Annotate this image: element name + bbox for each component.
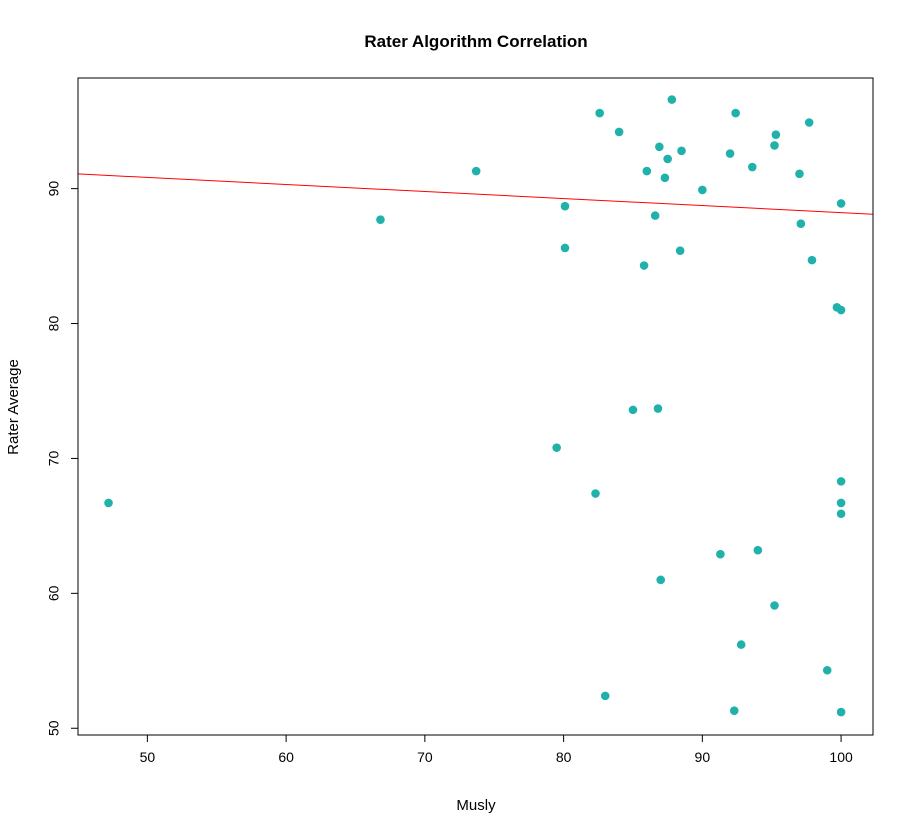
data-point (747, 162, 757, 172)
data-point (807, 255, 817, 265)
data-point (675, 246, 685, 255)
x-tick-label: 80 (556, 749, 572, 765)
regression-line (78, 173, 873, 215)
data-point (725, 149, 735, 158)
data-point (667, 95, 677, 104)
x-axis-label: Musly (456, 797, 496, 814)
y-tick-label: 70 (46, 450, 62, 466)
data-point (736, 640, 746, 649)
data-point (104, 498, 113, 508)
data-point (677, 146, 686, 156)
data-point (655, 142, 664, 152)
data-point (656, 575, 666, 585)
y-tick-label: 80 (46, 316, 62, 332)
data-point (642, 166, 652, 176)
data-point (804, 118, 814, 127)
data-point (795, 169, 804, 179)
data-point (822, 665, 832, 675)
data-point (595, 108, 604, 118)
data-point (836, 477, 846, 486)
data-point (471, 166, 481, 176)
data-point (836, 305, 846, 315)
data-point (770, 141, 779, 150)
data-point (796, 219, 806, 229)
chart-title: Rater Algorithm Correlation (364, 32, 587, 51)
data-point (660, 173, 670, 183)
data-point (591, 489, 600, 498)
x-tick-label: 60 (278, 749, 294, 765)
data-points (104, 95, 846, 717)
x-tick-label: 70 (417, 749, 433, 765)
x-tick-label: 50 (140, 749, 156, 765)
data-point (836, 199, 846, 208)
data-point (560, 243, 570, 253)
y-tick-label: 60 (46, 585, 62, 601)
data-point (716, 549, 725, 559)
data-point (560, 201, 570, 211)
data-point (653, 404, 663, 413)
y-tick-label: 90 (46, 181, 62, 197)
data-point (836, 498, 846, 508)
data-point (770, 601, 779, 610)
x-tick-label: 90 (695, 749, 711, 765)
data-point (376, 215, 385, 224)
x-tick-label: 100 (829, 749, 853, 765)
data-point (836, 707, 846, 717)
data-point (650, 211, 660, 220)
data-point (639, 261, 649, 270)
data-point (600, 691, 610, 701)
data-point (753, 545, 763, 555)
data-point (771, 130, 781, 139)
data-point (698, 185, 707, 195)
data-point (729, 706, 739, 716)
y-tick-label: 50 (46, 720, 62, 736)
data-point (836, 509, 846, 519)
plot-frame (77, 77, 874, 736)
data-point (614, 127, 624, 137)
y-axis-label: Rater Average (5, 359, 22, 455)
data-point (552, 443, 561, 452)
data-point (731, 108, 740, 118)
data-point (663, 154, 672, 164)
plot-area (78, 173, 873, 215)
data-point (628, 405, 638, 415)
